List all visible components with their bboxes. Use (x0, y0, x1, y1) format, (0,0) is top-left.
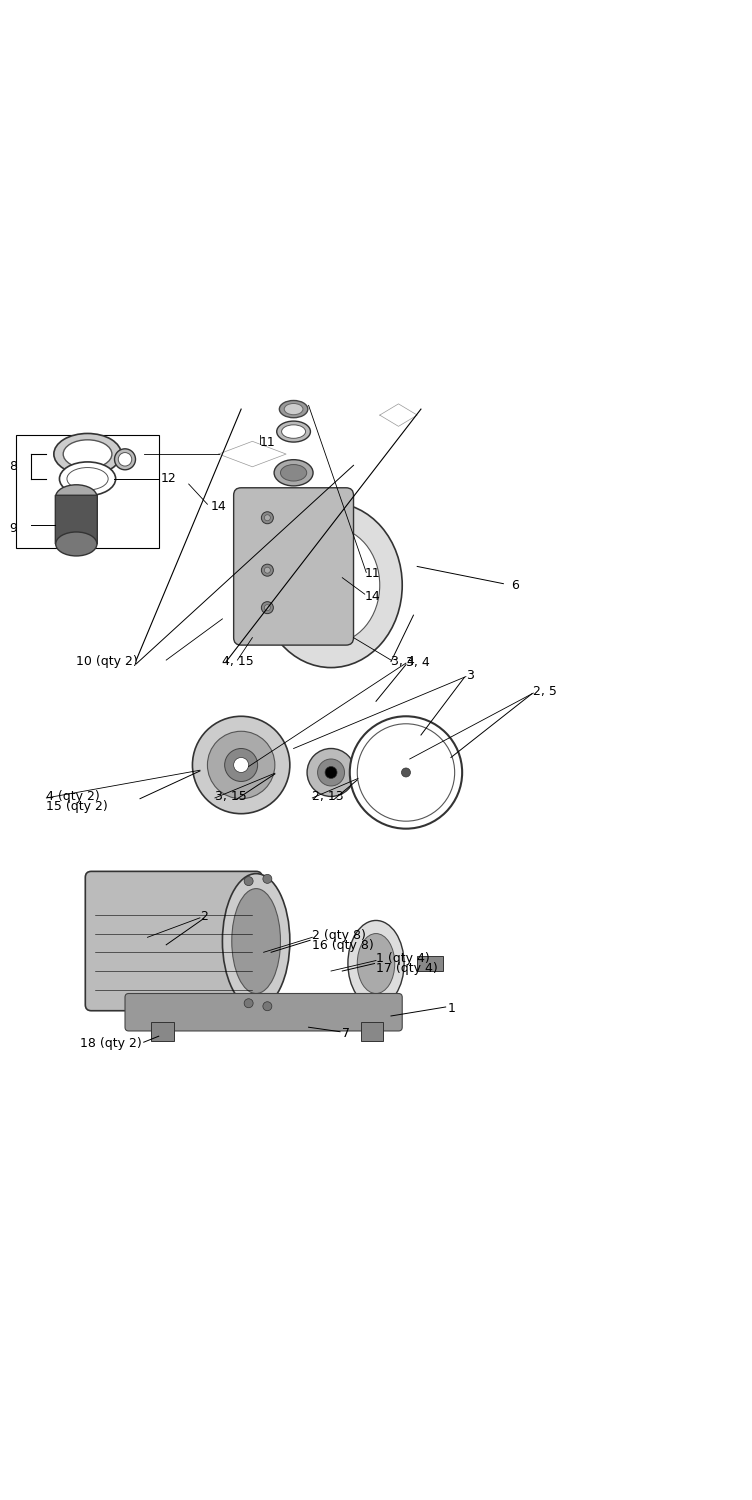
Bar (417, 956, 444, 970)
Text: 10 (qty 2): 10 (qty 2) (76, 656, 138, 668)
Ellipse shape (357, 933, 395, 993)
Ellipse shape (277, 422, 311, 442)
Bar (151, 1022, 174, 1041)
Text: 3, 15: 3, 15 (215, 790, 247, 802)
Text: 17 (qty 4): 17 (qty 4) (376, 963, 438, 975)
Circle shape (262, 602, 274, 613)
Text: 1 (qty 4): 1 (qty 4) (376, 952, 429, 964)
Ellipse shape (260, 503, 402, 668)
Circle shape (265, 604, 271, 610)
Circle shape (208, 732, 274, 798)
Ellipse shape (284, 404, 303, 414)
Bar (17, 435, 159, 548)
Text: 14: 14 (365, 590, 381, 603)
Circle shape (234, 758, 249, 772)
Circle shape (265, 514, 271, 520)
Circle shape (263, 874, 272, 884)
Ellipse shape (114, 448, 135, 470)
Text: 11: 11 (365, 567, 381, 580)
Circle shape (244, 876, 253, 885)
Ellipse shape (274, 459, 313, 486)
Text: 6: 6 (511, 579, 519, 591)
Ellipse shape (118, 453, 132, 466)
Text: 14: 14 (211, 500, 227, 513)
Text: 15 (qty 2): 15 (qty 2) (47, 801, 108, 813)
Text: 4, 15: 4, 15 (223, 656, 254, 668)
Circle shape (317, 759, 344, 786)
Ellipse shape (56, 532, 97, 556)
Text: 4 (qty 2): 4 (qty 2) (47, 790, 100, 802)
Ellipse shape (279, 400, 308, 417)
Circle shape (193, 717, 290, 813)
Text: 3, 4: 3, 4 (406, 656, 429, 669)
Ellipse shape (280, 465, 307, 482)
Text: 12: 12 (160, 472, 176, 486)
Text: 3, 4: 3, 4 (391, 656, 415, 668)
Text: 16 (qty 8): 16 (qty 8) (312, 939, 374, 952)
Ellipse shape (54, 433, 121, 474)
Circle shape (262, 512, 274, 524)
FancyBboxPatch shape (56, 495, 97, 544)
Ellipse shape (281, 424, 305, 438)
Text: 2, 5: 2, 5 (533, 686, 557, 698)
Ellipse shape (67, 468, 108, 490)
Circle shape (350, 717, 462, 828)
Text: 1: 1 (447, 1002, 455, 1016)
Ellipse shape (56, 484, 97, 508)
Circle shape (263, 1002, 272, 1011)
Circle shape (262, 564, 274, 576)
Circle shape (357, 724, 455, 821)
Ellipse shape (59, 462, 116, 495)
Text: 9: 9 (9, 522, 17, 536)
FancyBboxPatch shape (125, 993, 402, 1030)
Text: 3: 3 (466, 669, 474, 681)
Ellipse shape (63, 440, 112, 468)
Text: 18 (qty 2): 18 (qty 2) (80, 1036, 142, 1050)
FancyBboxPatch shape (85, 871, 262, 1011)
Bar (361, 1022, 384, 1041)
Text: 8: 8 (9, 460, 17, 474)
Ellipse shape (232, 888, 280, 993)
Ellipse shape (282, 526, 380, 644)
Ellipse shape (348, 921, 404, 1007)
FancyBboxPatch shape (234, 488, 353, 645)
Circle shape (244, 999, 253, 1008)
Text: 2, 13: 2, 13 (312, 790, 344, 802)
Circle shape (307, 748, 355, 796)
Circle shape (265, 567, 271, 573)
Circle shape (402, 768, 411, 777)
Text: 2 (qty 8): 2 (qty 8) (312, 928, 366, 942)
Ellipse shape (223, 873, 290, 1008)
Text: 11: 11 (260, 436, 276, 450)
Circle shape (225, 748, 258, 782)
Text: 7: 7 (342, 1026, 350, 1039)
Circle shape (325, 766, 337, 778)
Text: 2: 2 (200, 910, 208, 922)
